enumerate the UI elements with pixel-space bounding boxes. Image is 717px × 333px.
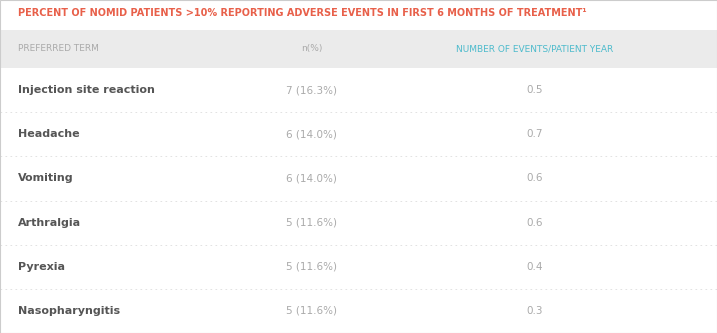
Text: PREFERRED TERM: PREFERRED TERM <box>18 45 99 54</box>
Text: 6 (14.0%): 6 (14.0%) <box>287 129 337 139</box>
Text: Headache: Headache <box>18 129 80 139</box>
Text: Arthralgia: Arthralgia <box>18 217 81 227</box>
Bar <box>0 112 717 156</box>
Text: 0.4: 0.4 <box>526 262 543 272</box>
Text: 5 (11.6%): 5 (11.6%) <box>286 262 338 272</box>
Bar <box>0 30 717 68</box>
Text: n(%): n(%) <box>301 45 323 54</box>
Text: PERCENT OF NOMID PATIENTS >10% REPORTING ADVERSE EVENTS IN FIRST 6 MONTHS OF TRE: PERCENT OF NOMID PATIENTS >10% REPORTING… <box>18 9 587 19</box>
Text: 5 (11.6%): 5 (11.6%) <box>286 306 338 316</box>
Text: Vomiting: Vomiting <box>18 173 74 183</box>
Text: Injection site reaction: Injection site reaction <box>18 85 155 95</box>
Bar <box>0 289 717 333</box>
Text: 0.3: 0.3 <box>526 306 543 316</box>
Text: 5 (11.6%): 5 (11.6%) <box>286 217 338 227</box>
Bar <box>0 156 717 200</box>
Bar <box>0 245 717 289</box>
Text: Nasopharyngitis: Nasopharyngitis <box>18 306 120 316</box>
Text: 0.6: 0.6 <box>526 217 543 227</box>
Text: 0.7: 0.7 <box>526 129 543 139</box>
Text: NUMBER OF EVENTS/PATIENT YEAR: NUMBER OF EVENTS/PATIENT YEAR <box>455 45 613 54</box>
Text: 6 (14.0%): 6 (14.0%) <box>287 173 337 183</box>
Bar <box>0 200 717 245</box>
Text: 7 (16.3%): 7 (16.3%) <box>286 85 338 95</box>
Text: 0.5: 0.5 <box>526 85 543 95</box>
Bar <box>0 68 717 112</box>
Text: 0.6: 0.6 <box>526 173 543 183</box>
Text: Pyrexia: Pyrexia <box>18 262 65 272</box>
